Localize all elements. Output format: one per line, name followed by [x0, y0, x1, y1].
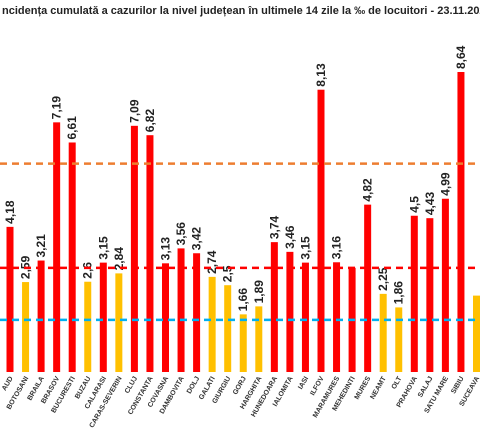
bar	[270, 242, 278, 372]
value-label: 1,66	[236, 288, 250, 312]
x-tick-label: OLT	[391, 375, 404, 391]
value-label: 3,46	[283, 225, 297, 249]
bar	[193, 253, 201, 372]
value-label: 2,5	[221, 265, 235, 282]
x-tick-label: NEAMT	[369, 375, 388, 401]
bar	[255, 306, 263, 372]
x-tick-label: ILFOV	[309, 375, 326, 397]
value-label: 3,15	[96, 236, 110, 260]
bar	[224, 285, 232, 372]
bar	[53, 122, 61, 372]
bar	[286, 251, 294, 372]
bar	[6, 226, 14, 372]
x-tick-label: AUD	[1, 376, 15, 393]
x-tick-label: DOLJ	[186, 375, 201, 395]
value-label: 3,13	[159, 237, 173, 261]
bar	[177, 248, 185, 372]
value-label: 3,16	[330, 236, 344, 260]
bar	[208, 276, 216, 372]
bar	[99, 262, 107, 372]
bar	[68, 142, 76, 372]
value-label: 4,43	[423, 191, 437, 215]
bar	[84, 281, 92, 372]
value-label: 2,25	[376, 267, 390, 291]
x-tick-label: IASI	[297, 375, 310, 390]
bar	[162, 263, 169, 372]
bar	[239, 314, 247, 372]
value-label: 7,09	[127, 99, 141, 123]
value-label: 4,18	[3, 200, 17, 224]
value-label: 6,82	[143, 109, 157, 133]
bar	[441, 198, 449, 372]
bar	[364, 204, 372, 372]
bar	[130, 125, 138, 372]
value-label: 4,5	[407, 196, 421, 213]
bar	[426, 218, 434, 372]
x-tick-label: GORJ	[232, 375, 248, 396]
value-label: 1,89	[252, 280, 266, 304]
value-label: 3,42	[190, 227, 204, 251]
value-label: 3,15	[298, 236, 312, 260]
value-label: 4,99	[438, 172, 452, 196]
bar	[301, 262, 309, 372]
value-label: 3,74	[267, 215, 281, 239]
value-label: 1,86	[392, 281, 406, 305]
value-label: 8,13	[314, 63, 328, 87]
x-tick-label: CLUJ	[124, 375, 139, 394]
value-label: 2,74	[205, 250, 219, 274]
x-tick-label: SIBIU	[450, 376, 465, 396]
bar	[22, 282, 30, 372]
bar	[410, 215, 418, 372]
value-label: 6,61	[65, 116, 79, 140]
bar	[115, 273, 123, 372]
value-label: 2,6	[81, 262, 95, 279]
value-label: 3,56	[174, 222, 188, 246]
bar	[317, 89, 325, 372]
bar	[473, 295, 480, 372]
value-label: 8,64	[454, 45, 468, 69]
bar	[333, 262, 341, 372]
value-label: 7,19	[50, 96, 64, 120]
bar	[395, 307, 403, 372]
value-label: 3,21	[34, 234, 48, 258]
chart-title: ncidența cumulată a cazurilor la nivel j…	[2, 5, 480, 17]
bar	[37, 260, 45, 372]
bar	[457, 72, 465, 372]
bar	[146, 135, 154, 372]
value-label: 4,82	[361, 178, 375, 202]
bar	[379, 293, 387, 372]
value-label: 2,84	[112, 247, 126, 271]
